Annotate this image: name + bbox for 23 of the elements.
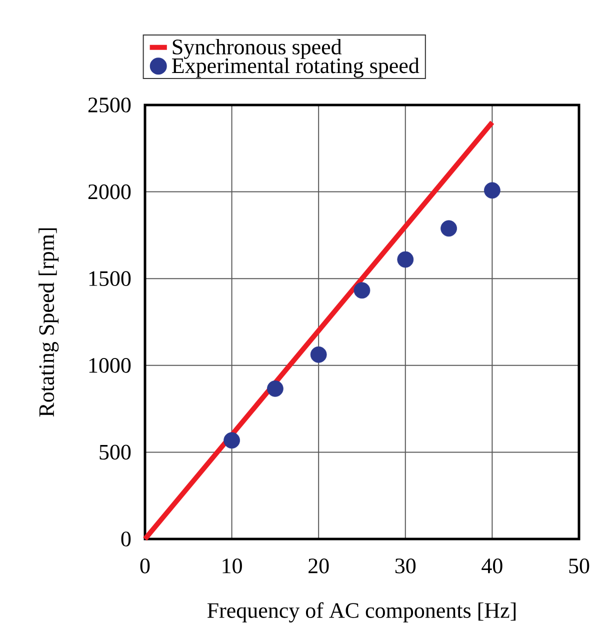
y-tick-label: 2500 bbox=[88, 98, 131, 112]
point bbox=[310, 346, 327, 363]
y-tick-label: 500 bbox=[100, 444, 131, 460]
point bbox=[354, 282, 370, 299]
x-tick-label: 10 bbox=[222, 558, 242, 574]
x-tick-label: 50 bbox=[569, 558, 590, 574]
point bbox=[397, 251, 414, 268]
point bbox=[440, 220, 457, 237]
x-tick-label: 40 bbox=[482, 558, 502, 574]
x-tick-label: 30 bbox=[395, 558, 416, 574]
point bbox=[224, 432, 240, 449]
point bbox=[266, 380, 284, 397]
y-tick-label: 0 bbox=[121, 532, 131, 546]
y-axis-title: Rotating Speed [rpm] bbox=[38, 228, 59, 417]
x-axis-title: Frequency of AC components [Hz] bbox=[207, 602, 516, 622]
y-tick-label: 1000 bbox=[89, 358, 131, 373]
legend-label: Experimental rotating speed bbox=[172, 58, 420, 78]
y-tick-label: 2000 bbox=[88, 184, 131, 200]
legend-label: Synchronous speed bbox=[172, 38, 342, 59]
x-tick-label: 0 bbox=[140, 558, 150, 574]
point bbox=[484, 182, 500, 199]
x-tick-label: 20 bbox=[308, 558, 329, 574]
y-tick-label: 1500 bbox=[89, 271, 131, 286]
